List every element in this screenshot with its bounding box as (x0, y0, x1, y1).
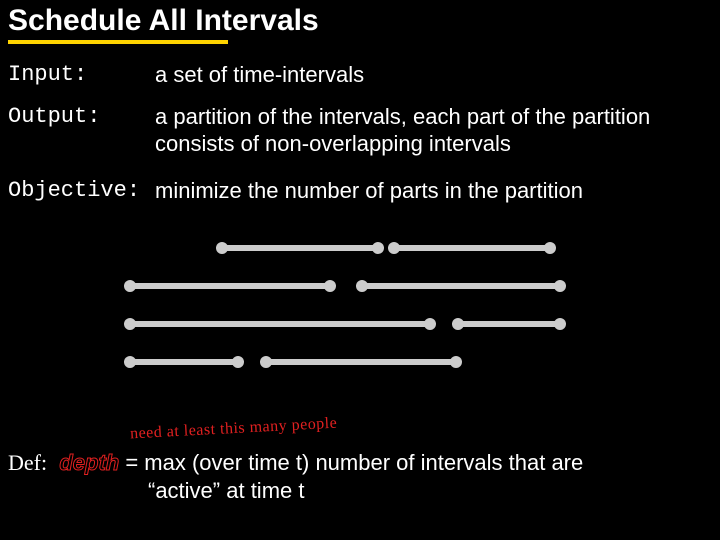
slide: Schedule All Intervals Input: a set of ti… (0, 0, 720, 540)
interval-dot-start (260, 356, 272, 368)
body-output: a partition of the intervals, each part … (155, 104, 703, 158)
interval-r1-b (362, 283, 560, 289)
interval-dot-end (554, 318, 566, 330)
interval-dot-end (232, 356, 244, 368)
interval-dot-end (450, 356, 462, 368)
intervals-diagram (130, 245, 560, 405)
body-input: a set of time-intervals (155, 62, 703, 89)
title-underline (8, 40, 228, 44)
interval-dot-start (216, 242, 228, 254)
interval-dot-start (388, 242, 400, 254)
def-line-2: “active” at time t (148, 478, 304, 505)
interval-r0-a (222, 245, 378, 251)
interval-dot-end (372, 242, 384, 254)
interval-dot-start (452, 318, 464, 330)
interval-dot-start (124, 318, 136, 330)
def-body-1: = max (over time t) number of intervals … (119, 450, 583, 475)
interval-dot-start (124, 356, 136, 368)
label-input: Input: (8, 62, 87, 87)
handwritten-annotation: need at least this many people (130, 415, 338, 444)
interval-r2-b (458, 321, 560, 327)
def-label: Def: (8, 450, 47, 475)
interval-dot-start (124, 280, 136, 292)
interval-r0-b (394, 245, 550, 251)
interval-r1-a (130, 283, 330, 289)
interval-dot-end (424, 318, 436, 330)
interval-r2-a (130, 321, 430, 327)
interval-dot-end (554, 280, 566, 292)
interval-dot-end (544, 242, 556, 254)
interval-dot-end (324, 280, 336, 292)
interval-dot-start (356, 280, 368, 292)
interval-r3-a (130, 359, 238, 365)
body-objective: minimize the number of parts in the part… (155, 178, 703, 205)
depth-word: depth (59, 450, 119, 475)
label-objective: Objective: (8, 178, 140, 203)
label-output: Output: (8, 104, 100, 129)
slide-title: Schedule All Intervals (8, 4, 319, 38)
interval-r3-b (266, 359, 456, 365)
def-line-1: Def: depth = max (over time t) number of… (8, 450, 583, 477)
